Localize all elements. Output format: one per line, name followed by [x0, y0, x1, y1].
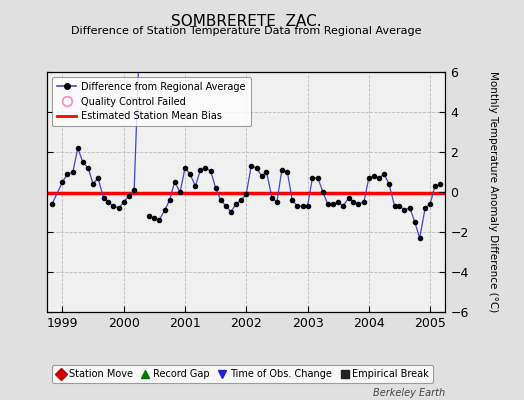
Legend: Difference from Regional Average, Quality Control Failed, Estimated Station Mean: Difference from Regional Average, Qualit… [52, 77, 250, 126]
Text: Difference of Station Temperature Data from Regional Average: Difference of Station Temperature Data f… [71, 26, 421, 36]
Text: Berkeley Earth: Berkeley Earth [373, 388, 445, 398]
Legend: Station Move, Record Gap, Time of Obs. Change, Empirical Break: Station Move, Record Gap, Time of Obs. C… [52, 365, 433, 383]
Text: SOMBRERETE  ZAC.: SOMBRERETE ZAC. [171, 14, 322, 29]
Y-axis label: Monthly Temperature Anomaly Difference (°C): Monthly Temperature Anomaly Difference (… [488, 71, 498, 313]
